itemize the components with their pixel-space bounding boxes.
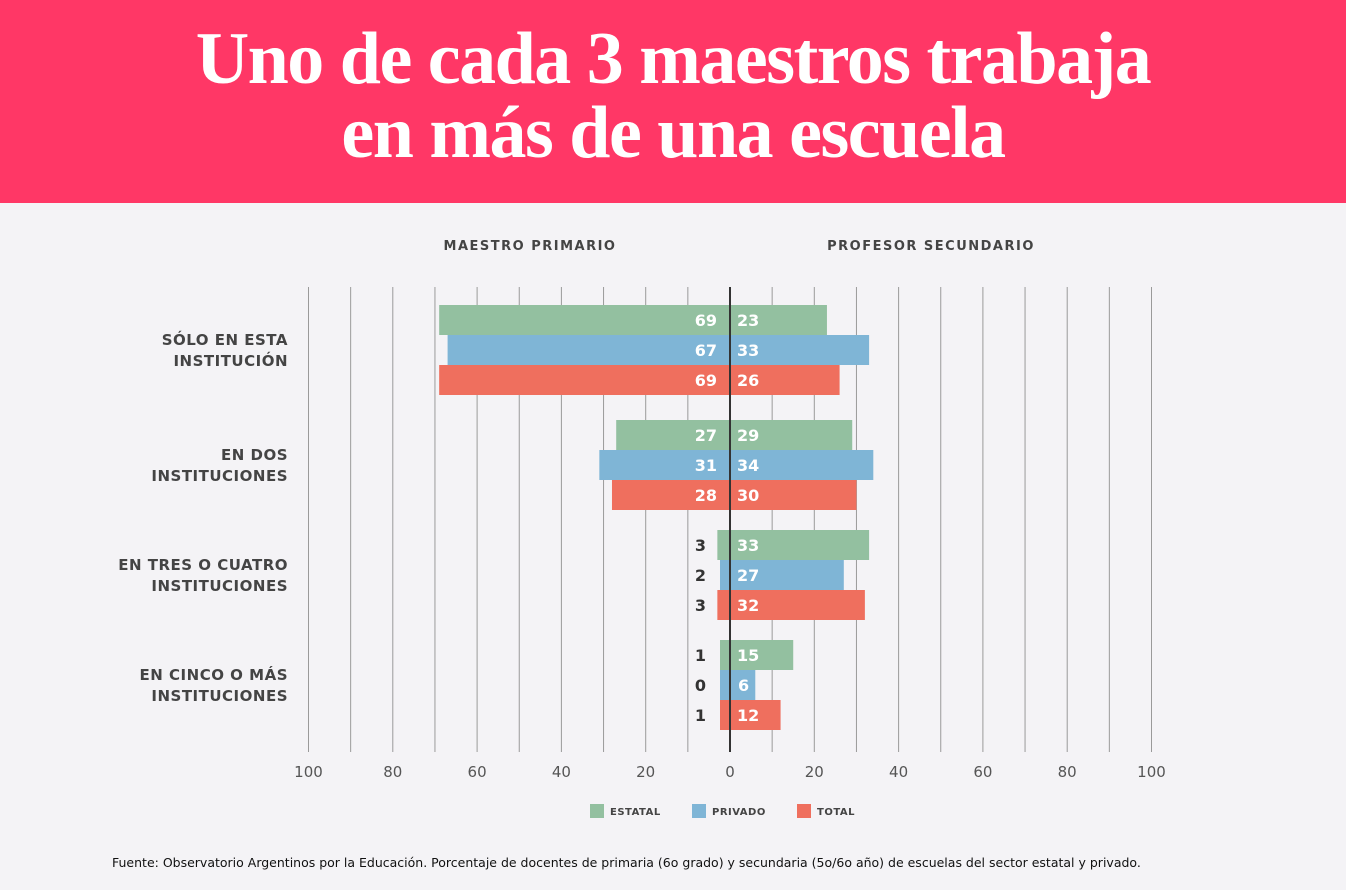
- category-label: INSTITUCIONES: [151, 467, 288, 485]
- bar-primario-total: [439, 365, 730, 395]
- legend-swatch-privado: [692, 804, 706, 818]
- bar-secundario-total: [730, 700, 781, 730]
- data-label: 30: [737, 486, 759, 505]
- data-label: 31: [695, 456, 717, 475]
- data-label: 27: [737, 566, 759, 585]
- data-label: 34: [737, 456, 759, 475]
- title-line-1: Uno de cada 3 maestros trabaja: [195, 18, 1152, 100]
- data-label: 69: [695, 311, 717, 330]
- data-label: 12: [737, 706, 759, 725]
- left-panel-title: MAESTRO PRIMARIO: [444, 239, 617, 254]
- x-tick-label: 100: [1137, 763, 1166, 781]
- page-title: Uno de cada 3 maestros trabaja en más de…: [0, 22, 1346, 170]
- category-label: EN DOS: [221, 446, 288, 464]
- category-label: EN CINCO O MÁS: [140, 665, 288, 684]
- data-label: 15: [737, 646, 759, 665]
- data-label: 32: [737, 596, 759, 615]
- x-tick-label: 20: [805, 763, 824, 781]
- data-label: 23: [737, 311, 759, 330]
- legend-swatch-total: [797, 804, 811, 818]
- bar-secundario-estatal: [730, 305, 827, 335]
- legend-label: TOTAL: [817, 807, 855, 818]
- bar-primario-total: [611, 480, 730, 510]
- source-note: Fuente: Observatorio Argentinos por la E…: [112, 855, 1141, 870]
- category-label: EN TRES O CUATRO: [118, 556, 288, 574]
- bar-primario-estatal: [616, 420, 730, 450]
- data-label: 26: [737, 371, 759, 390]
- category-label: INSTITUCIÓN: [173, 351, 288, 370]
- data-label: 67: [695, 341, 717, 360]
- category-label: INSTITUCIONES: [151, 687, 288, 705]
- x-tick-label: 20: [636, 763, 655, 781]
- data-label: 1: [695, 706, 706, 725]
- right-panel-title: PROFESOR SECUNDARIO: [827, 239, 1035, 254]
- data-label: 2: [695, 566, 706, 585]
- title-line-2: en más de una escuela: [341, 92, 1006, 174]
- bar-secundario-privado: [730, 335, 870, 365]
- data-label: 6: [738, 676, 749, 695]
- legend-label: ESTATAL: [610, 807, 661, 818]
- bar-primario-total: [720, 700, 730, 730]
- x-tick-label: 100: [294, 763, 323, 781]
- data-label: 27: [695, 426, 717, 445]
- data-label: 3: [695, 536, 706, 555]
- bar-secundario-privado: [730, 670, 756, 700]
- x-tick-label: 40: [889, 763, 908, 781]
- legend-label: PRIVADO: [712, 807, 766, 818]
- bar-secundario-total: [730, 480, 857, 510]
- bar-primario-privado: [447, 335, 730, 365]
- data-label: 33: [737, 536, 759, 555]
- data-label: 69: [695, 371, 717, 390]
- x-tick-label: 80: [383, 763, 402, 781]
- bar-secundario-estatal: [730, 640, 794, 670]
- bar-primario-total: [717, 590, 730, 620]
- legend-swatch-estatal: [590, 804, 604, 818]
- bar-secundario-total: [730, 365, 840, 395]
- bar-secundario-total: [730, 590, 865, 620]
- data-label: 0: [695, 676, 706, 695]
- data-label: 28: [695, 486, 717, 505]
- bar-secundario-estatal: [730, 420, 853, 450]
- bar-secundario-estatal: [730, 530, 870, 560]
- category-label: SÓLO EN ESTA: [162, 330, 288, 349]
- header-banner: Uno de cada 3 maestros trabaja en más de…: [0, 0, 1346, 203]
- bar-secundario-privado: [730, 450, 874, 480]
- data-label: 33: [737, 341, 759, 360]
- bar-primario-estatal: [439, 305, 730, 335]
- x-tick-label: 80: [1058, 763, 1077, 781]
- x-tick-label: 60: [973, 763, 992, 781]
- bar-primario-privado: [720, 670, 730, 700]
- category-label: INSTITUCIONES: [151, 577, 288, 595]
- bar-primario-privado: [599, 450, 730, 480]
- x-tick-label: 40: [552, 763, 571, 781]
- data-label: 1: [695, 646, 706, 665]
- bar-primario-estatal: [720, 640, 730, 670]
- bar-secundario-privado: [730, 560, 844, 590]
- x-tick-label: 60: [468, 763, 487, 781]
- x-tick-label: 0: [725, 763, 735, 781]
- bar-primario-estatal: [717, 530, 730, 560]
- data-label: 29: [737, 426, 759, 445]
- bar-primario-privado: [720, 560, 730, 590]
- data-label: 3: [695, 596, 706, 615]
